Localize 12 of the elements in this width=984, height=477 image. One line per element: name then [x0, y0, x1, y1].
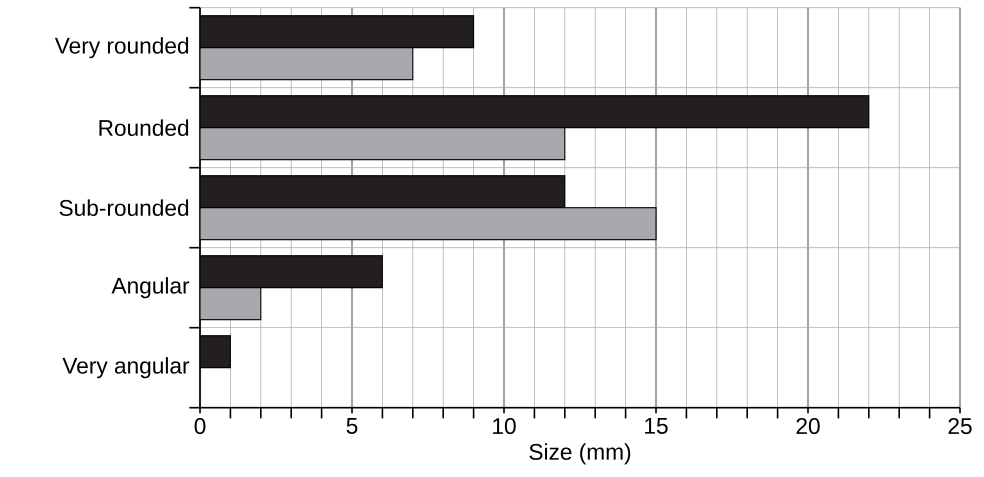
x-tick-label: 5	[346, 418, 358, 434]
x-tick-label: 0	[194, 418, 206, 434]
x-tick-label: 15	[645, 418, 668, 434]
x-axis-title: Size (mm)	[529, 443, 630, 464]
x-tick-label: 20	[796, 418, 820, 434]
x-tick-label: 25	[948, 418, 972, 434]
y-tick-label: Rounded	[99, 119, 188, 136]
y-tick-label: Very angular	[62, 357, 190, 378]
y-tick-label: Very rounded	[54, 37, 188, 58]
x-tick-label: 10	[493, 418, 516, 434]
y-tick-label: Angular	[112, 277, 190, 298]
y-tick-label: Sub-rounded	[60, 199, 188, 216]
